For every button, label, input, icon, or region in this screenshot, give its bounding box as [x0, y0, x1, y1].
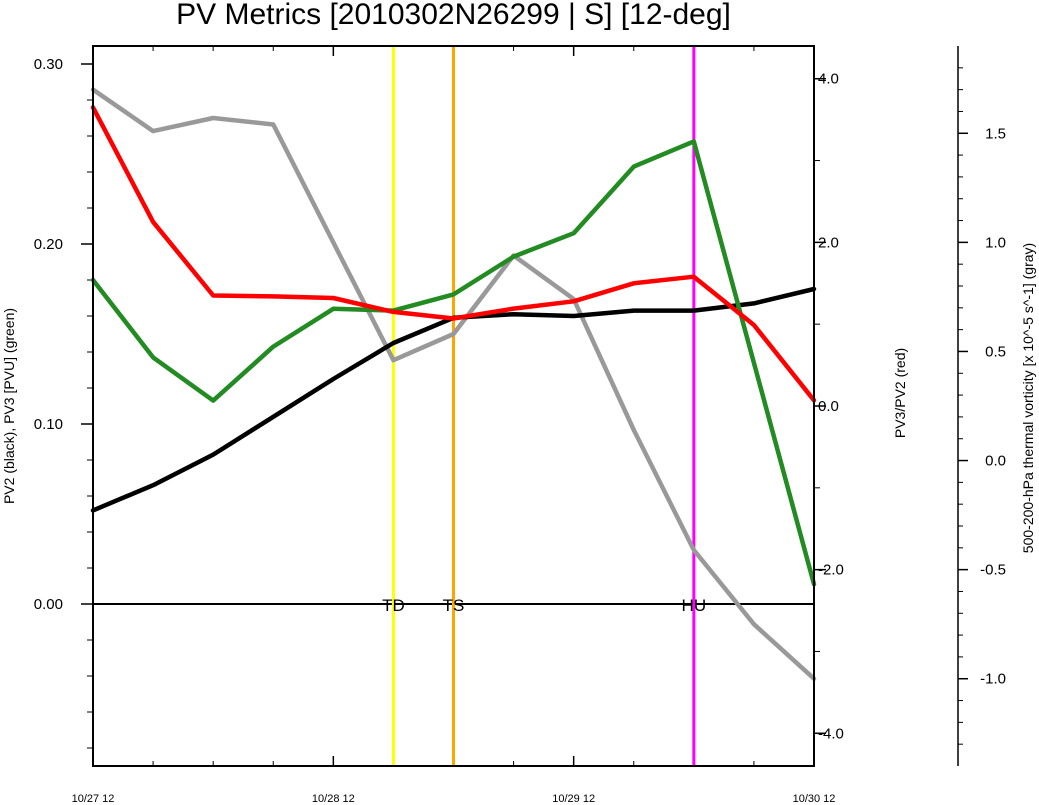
left-tick-label: 0.10 — [34, 416, 63, 433]
left-tick-label: 0.00 — [34, 596, 63, 613]
series-line-right-2 — [90, 105, 817, 403]
far-right-axis-label: 500-200-hPa thermal vorticity [x 10^-5 s… — [1020, 243, 1036, 553]
x-tick-label: 10/28 12 — [312, 793, 355, 805]
series-line-far_right-3 — [90, 87, 817, 681]
far-right-tick-label: 0.5 — [985, 343, 1006, 360]
data-series — [90, 87, 817, 681]
left-tick-label: 0.30 — [34, 56, 63, 73]
far-right-tick-label: -0.5 — [980, 562, 1006, 579]
right-tick-label: -2.0 — [818, 562, 844, 579]
right-tick-label: 4.0 — [818, 71, 839, 88]
series-line-left-1 — [90, 139, 817, 587]
x-tick-label: 10/29 12 — [552, 793, 595, 805]
left-tick-label: 0.20 — [34, 236, 63, 253]
right-tick-label: 2.0 — [818, 234, 839, 251]
right-tick-label: 0.0 — [818, 398, 839, 415]
event-label-hu: HU — [682, 596, 707, 615]
right-axis-label: PV3/PV2 (red) — [892, 348, 908, 438]
x-tick-label: 10/30 12 — [793, 793, 836, 805]
right-tick-label: -4.0 — [818, 725, 844, 742]
event-lines — [391, 46, 696, 766]
plot-frame — [92, 45, 815, 767]
far-right-tick-label: -1.0 — [980, 671, 1006, 688]
far-right-tick-label: 1.0 — [985, 234, 1006, 251]
tick-labels: 10/27 12 10/28 12 10/29 12 10/30 12 0.00 0.10… — [34, 56, 1006, 805]
left-axis-label: PV2 (black), PV3 [PVU] (green) — [1, 308, 17, 504]
far-right-tick-label: 0.0 — [985, 453, 1006, 470]
chart-title: PV Metrics [2010302N26299 | S] [12-deg] — [176, 0, 731, 31]
event-labels: TD TS HU — [382, 596, 706, 615]
event-label-ts: TS — [443, 596, 465, 615]
x-tick-label: 10/27 12 — [72, 793, 115, 805]
far-right-tick-label: 1.5 — [985, 125, 1006, 142]
event-label-td: TD — [382, 596, 405, 615]
